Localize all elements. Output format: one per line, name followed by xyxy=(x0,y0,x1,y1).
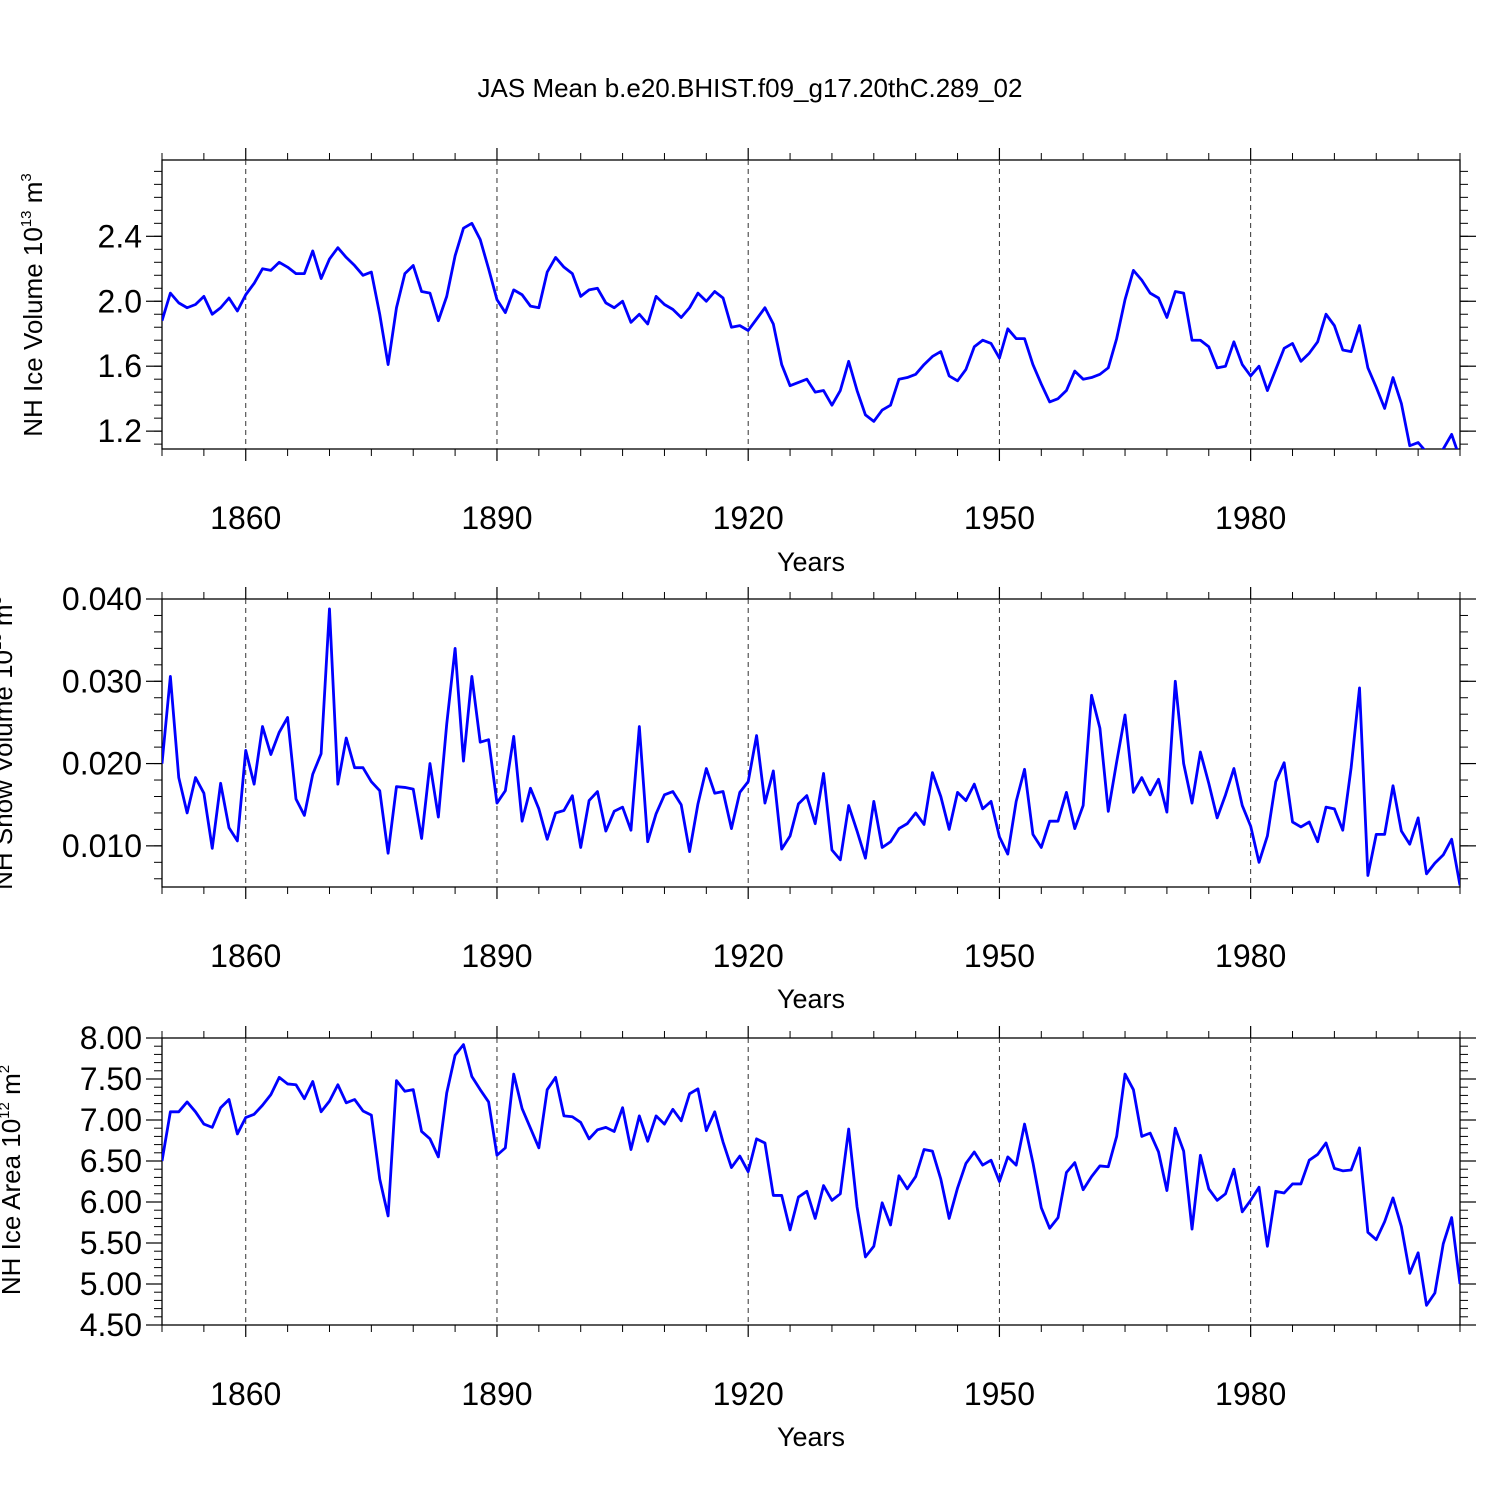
x-tick-label: 1980 xyxy=(1215,1376,1286,1412)
y-tick-label: 2.0 xyxy=(98,283,142,319)
y-tick-label: 6.00 xyxy=(80,1184,142,1220)
y-tick-label: 0.010 xyxy=(62,828,142,864)
y-tick-label: 0.020 xyxy=(62,746,142,782)
x-tick-label: 1980 xyxy=(1215,500,1286,536)
y-label-unit-exponent: 2 xyxy=(0,1065,13,1073)
x-tick-label: 1860 xyxy=(210,938,281,974)
y-tick-label: 5.00 xyxy=(80,1266,142,1302)
y-tick-label: 0.030 xyxy=(62,663,142,699)
x-tick-label: 1860 xyxy=(210,1376,281,1412)
y-label-main: NH Snow Volume 10 xyxy=(0,650,18,890)
series-line-snow-volume xyxy=(162,607,1460,886)
axis-ticks xyxy=(146,1026,1476,1337)
series-line-ice-volume xyxy=(162,221,1459,449)
x-axis-label: Years xyxy=(777,547,845,577)
y-tick-labels: 4.50 5.00 5.50 6.00 6.50 7.00 7.50 8.00 xyxy=(80,1020,142,1343)
x-tick-label: 1890 xyxy=(461,1376,532,1412)
y-label-exponent: 13 xyxy=(18,210,35,227)
plot-area-ice-area xyxy=(161,1037,1461,1326)
panel-ice-area: 4.50 5.00 5.50 6.00 6.50 7.00 7.50 8.00 1860 189… xyxy=(0,1020,1476,1452)
x-tick-label: 1950 xyxy=(964,938,1035,974)
series-line-ice-area xyxy=(162,1043,1460,1307)
plot-area-ice-volume xyxy=(161,159,1461,450)
x-tick-label: 1980 xyxy=(1215,938,1286,974)
y-label-unit: m xyxy=(0,1073,26,1102)
y-axis-label: NH Ice Volume 1013 m3 xyxy=(18,173,48,436)
y-axis-label: NH Ice Area 1012 m2 xyxy=(0,1065,26,1295)
x-tick-labels: 1860 1890 1920 1950 1980 xyxy=(210,500,1286,536)
y-label-unit: m xyxy=(0,604,18,633)
x-axis-label: Years xyxy=(777,1422,845,1452)
x-tick-label: 1920 xyxy=(713,938,784,974)
plot-area-snow-volume xyxy=(161,598,1461,888)
x-tick-labels: 1860 1890 1920 1950 1980 xyxy=(210,938,1286,974)
x-grid-lines xyxy=(245,599,1252,887)
y-label-main: NH Ice Area 10 xyxy=(0,1119,26,1295)
y-label-main: NH Ice Volume 10 xyxy=(18,227,48,437)
y-axis-label: NH Snow Volume 1013 m3 xyxy=(0,596,18,890)
y-tick-label: 2.4 xyxy=(98,218,142,254)
y-tick-labels: 0.010 0.020 0.030 0.040 xyxy=(62,581,142,864)
axis-ticks xyxy=(146,587,1476,899)
y-tick-label: 8.00 xyxy=(80,1020,142,1056)
y-tick-label: 1.2 xyxy=(98,413,142,449)
x-tick-label: 1890 xyxy=(461,938,532,974)
x-tick-labels: 1860 1890 1920 1950 1980 xyxy=(210,1376,1286,1412)
y-label-unit-exponent: 3 xyxy=(18,173,35,181)
x-tick-label: 1950 xyxy=(964,500,1035,536)
x-tick-label: 1890 xyxy=(461,500,532,536)
x-tick-label: 1950 xyxy=(964,1376,1035,1412)
y-tick-label: 1.6 xyxy=(98,348,142,384)
x-grid-lines xyxy=(245,160,1252,449)
y-tick-label: 7.00 xyxy=(80,1102,142,1138)
y-tick-label: 4.50 xyxy=(80,1307,142,1343)
x-axis-label: Years xyxy=(777,984,845,1014)
y-tick-label: 6.50 xyxy=(80,1143,142,1179)
x-tick-label: 1860 xyxy=(210,500,281,536)
figure-title: JAS Mean b.e20.BHIST.f09_g17.20thC.289_0… xyxy=(478,73,1023,103)
panel-snow-volume: 0.010 0.020 0.030 0.040 1860 1890 1920 1950 198… xyxy=(0,581,1476,1014)
x-grid-lines xyxy=(245,1038,1252,1325)
x-tick-label: 1920 xyxy=(713,500,784,536)
axis-ticks xyxy=(146,148,1476,461)
panel-ice-volume: 1.21.62.02.4 1860 1890 1920 1950 1980 Years … xyxy=(18,148,1476,577)
y-tick-labels: 1.2 1.6 2.0 2.4 xyxy=(98,218,142,449)
y-label-exponent: 13 xyxy=(0,633,5,650)
x-tick-label: 1920 xyxy=(713,1376,784,1412)
y-tick-label: 0.040 xyxy=(62,581,142,617)
y-label-exponent: 12 xyxy=(0,1102,13,1119)
y-tick-label: 5.50 xyxy=(80,1225,142,1261)
y-label-unit: m xyxy=(18,182,48,211)
y-tick-label: 7.50 xyxy=(80,1061,142,1097)
y-label-unit-exponent: 3 xyxy=(0,596,5,604)
